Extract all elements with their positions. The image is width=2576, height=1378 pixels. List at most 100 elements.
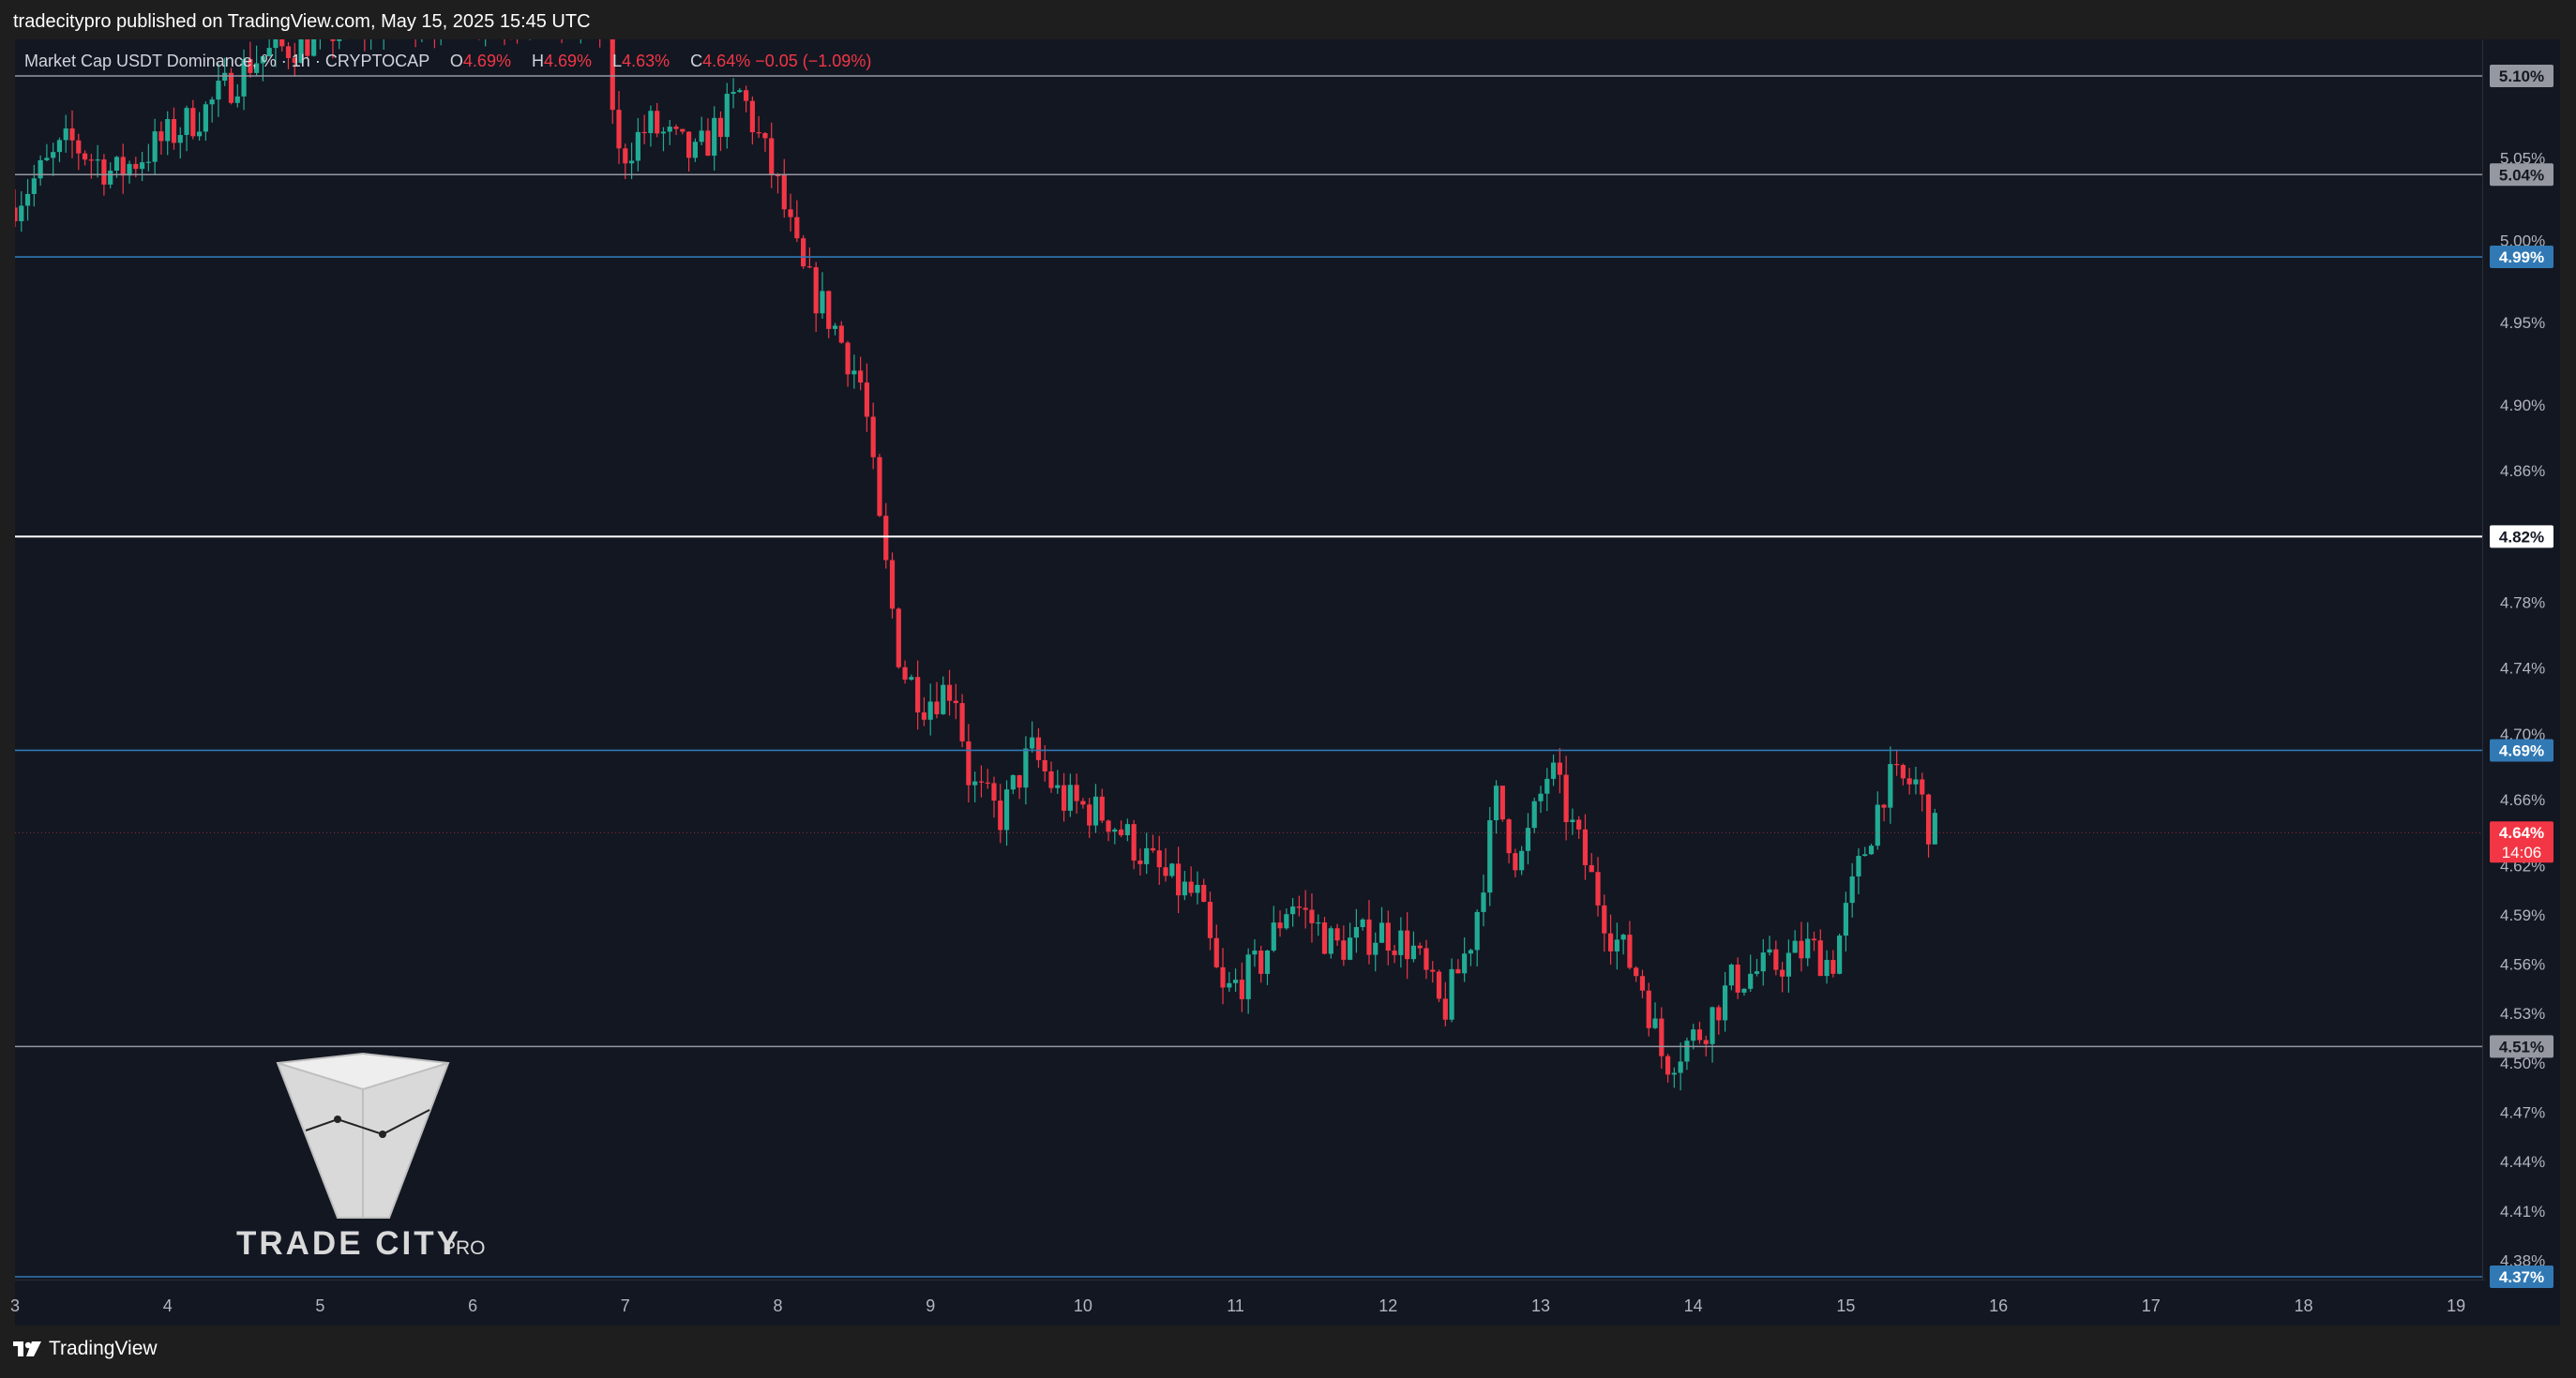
candle-body <box>1780 969 1785 977</box>
x-tick-label: 10 <box>1074 1296 1092 1315</box>
candle-body <box>1868 846 1875 855</box>
candle-body <box>1691 1029 1696 1041</box>
candle-body <box>1321 922 1328 954</box>
candle-body <box>1124 824 1130 835</box>
candle-body <box>451 0 456 7</box>
exchange-label: CRYPTOCAP <box>324 52 429 70</box>
candle-body <box>458 7 462 30</box>
symbol-legend: Market Cap USDT Dominance, % · 1h · CRYP… <box>24 52 872 70</box>
candle-body <box>1710 1007 1715 1044</box>
candle-body <box>1817 940 1823 977</box>
y-tick-label: 4.41% <box>2500 1203 2545 1221</box>
candle-body <box>1900 765 1906 779</box>
level-price-label: 4.82% <box>2499 528 2544 546</box>
candle-body <box>1061 785 1067 811</box>
y-tick-label: 4.70% <box>2500 726 2545 743</box>
candle-body <box>559 4 564 24</box>
candle-body <box>877 457 882 517</box>
candle-body <box>909 677 914 680</box>
tradingview-logo[interactable]: TradingView <box>13 1338 158 1360</box>
candle-body <box>196 131 203 137</box>
candle-body <box>941 684 946 714</box>
candle-body <box>1087 804 1092 826</box>
open-value: 4.69% <box>462 52 511 70</box>
watermark-dot <box>379 1131 386 1138</box>
candle-body <box>56 140 63 153</box>
x-tick-label: 7 <box>621 1296 630 1315</box>
candle-body <box>1646 990 1651 1028</box>
candle-body <box>1366 919 1372 955</box>
level-price-label: 5.04% <box>2499 166 2544 184</box>
candle-body <box>1830 960 1836 974</box>
watermark-title: TRADE CITY <box>236 1225 461 1262</box>
candle-body <box>610 39 615 111</box>
candle-body <box>1373 942 1378 955</box>
candle-body <box>1092 796 1099 826</box>
candle-body <box>826 291 832 329</box>
candle-body <box>724 94 730 138</box>
y-axis-border <box>2482 39 2483 1280</box>
candle-body <box>731 92 736 95</box>
candle-body <box>1207 902 1213 938</box>
candle-body <box>375 18 380 35</box>
candle-body <box>1296 906 1302 908</box>
candle-body <box>1424 948 1429 970</box>
candle-body <box>641 131 647 134</box>
candle-body <box>801 238 806 267</box>
candle-body <box>1849 876 1855 904</box>
y-tick-label: 4.38% <box>2500 1251 2545 1269</box>
candle-body <box>24 193 31 206</box>
candle-body <box>1405 930 1410 960</box>
candle-body <box>1652 1018 1658 1028</box>
candle-body <box>413 7 417 37</box>
candle-body <box>464 26 469 30</box>
candle-body <box>1582 829 1589 865</box>
candle-body <box>1620 935 1626 940</box>
candle-body <box>1888 764 1893 808</box>
price-chart[interactable]: 5.05% 5.00% 4.95% 4.90% 4.86% 4.78% 4.74% 4.70%… <box>0 0 2576 1326</box>
candle-body <box>1728 965 1734 986</box>
candle-body <box>896 608 901 667</box>
candle-body <box>1003 789 1010 831</box>
level-price-tag <box>2490 1035 2553 1058</box>
candle-body <box>1493 786 1499 820</box>
candle-body <box>234 96 240 103</box>
candle-body <box>508 26 513 30</box>
x-tick-label: 9 <box>926 1296 935 1315</box>
candle-body <box>76 140 82 154</box>
candle-body <box>832 325 838 329</box>
candle-body <box>1378 922 1385 943</box>
candle-body <box>717 117 724 138</box>
candle-body <box>1035 737 1042 760</box>
candle-body <box>1550 762 1557 779</box>
level-price-tag <box>2490 1266 2553 1288</box>
candle-body <box>285 46 292 58</box>
candle-body <box>471 7 475 26</box>
candle-body <box>15 207 18 222</box>
candle-body <box>1513 853 1518 871</box>
candle-body <box>547 23 551 27</box>
candle-body <box>1760 952 1766 972</box>
level-price-tag <box>2490 65 2553 87</box>
plot-background <box>15 39 2560 1326</box>
x-tick-label: 8 <box>773 1296 782 1315</box>
level-price-label: 4.37% <box>2499 1268 2544 1286</box>
change-value: −0.05 (−1.09%) <box>755 52 872 70</box>
candle-body <box>69 128 75 141</box>
candle-body <box>991 783 997 801</box>
candle-body <box>1182 881 1187 896</box>
candle-body <box>1684 1041 1690 1062</box>
candle-body <box>572 10 577 30</box>
candle-body <box>82 153 88 160</box>
y-tick-label: 4.59% <box>2500 906 2545 924</box>
candle-body <box>228 72 234 103</box>
candle-body <box>260 56 265 64</box>
candle-body <box>1906 778 1912 785</box>
candle-body <box>1538 793 1544 801</box>
candle-body <box>426 26 430 28</box>
y-tick-label: 4.50% <box>2500 1055 2545 1072</box>
candle-body <box>680 128 685 132</box>
candle-body <box>1811 938 1817 941</box>
candle-body <box>355 15 360 20</box>
candle-body <box>705 130 711 157</box>
